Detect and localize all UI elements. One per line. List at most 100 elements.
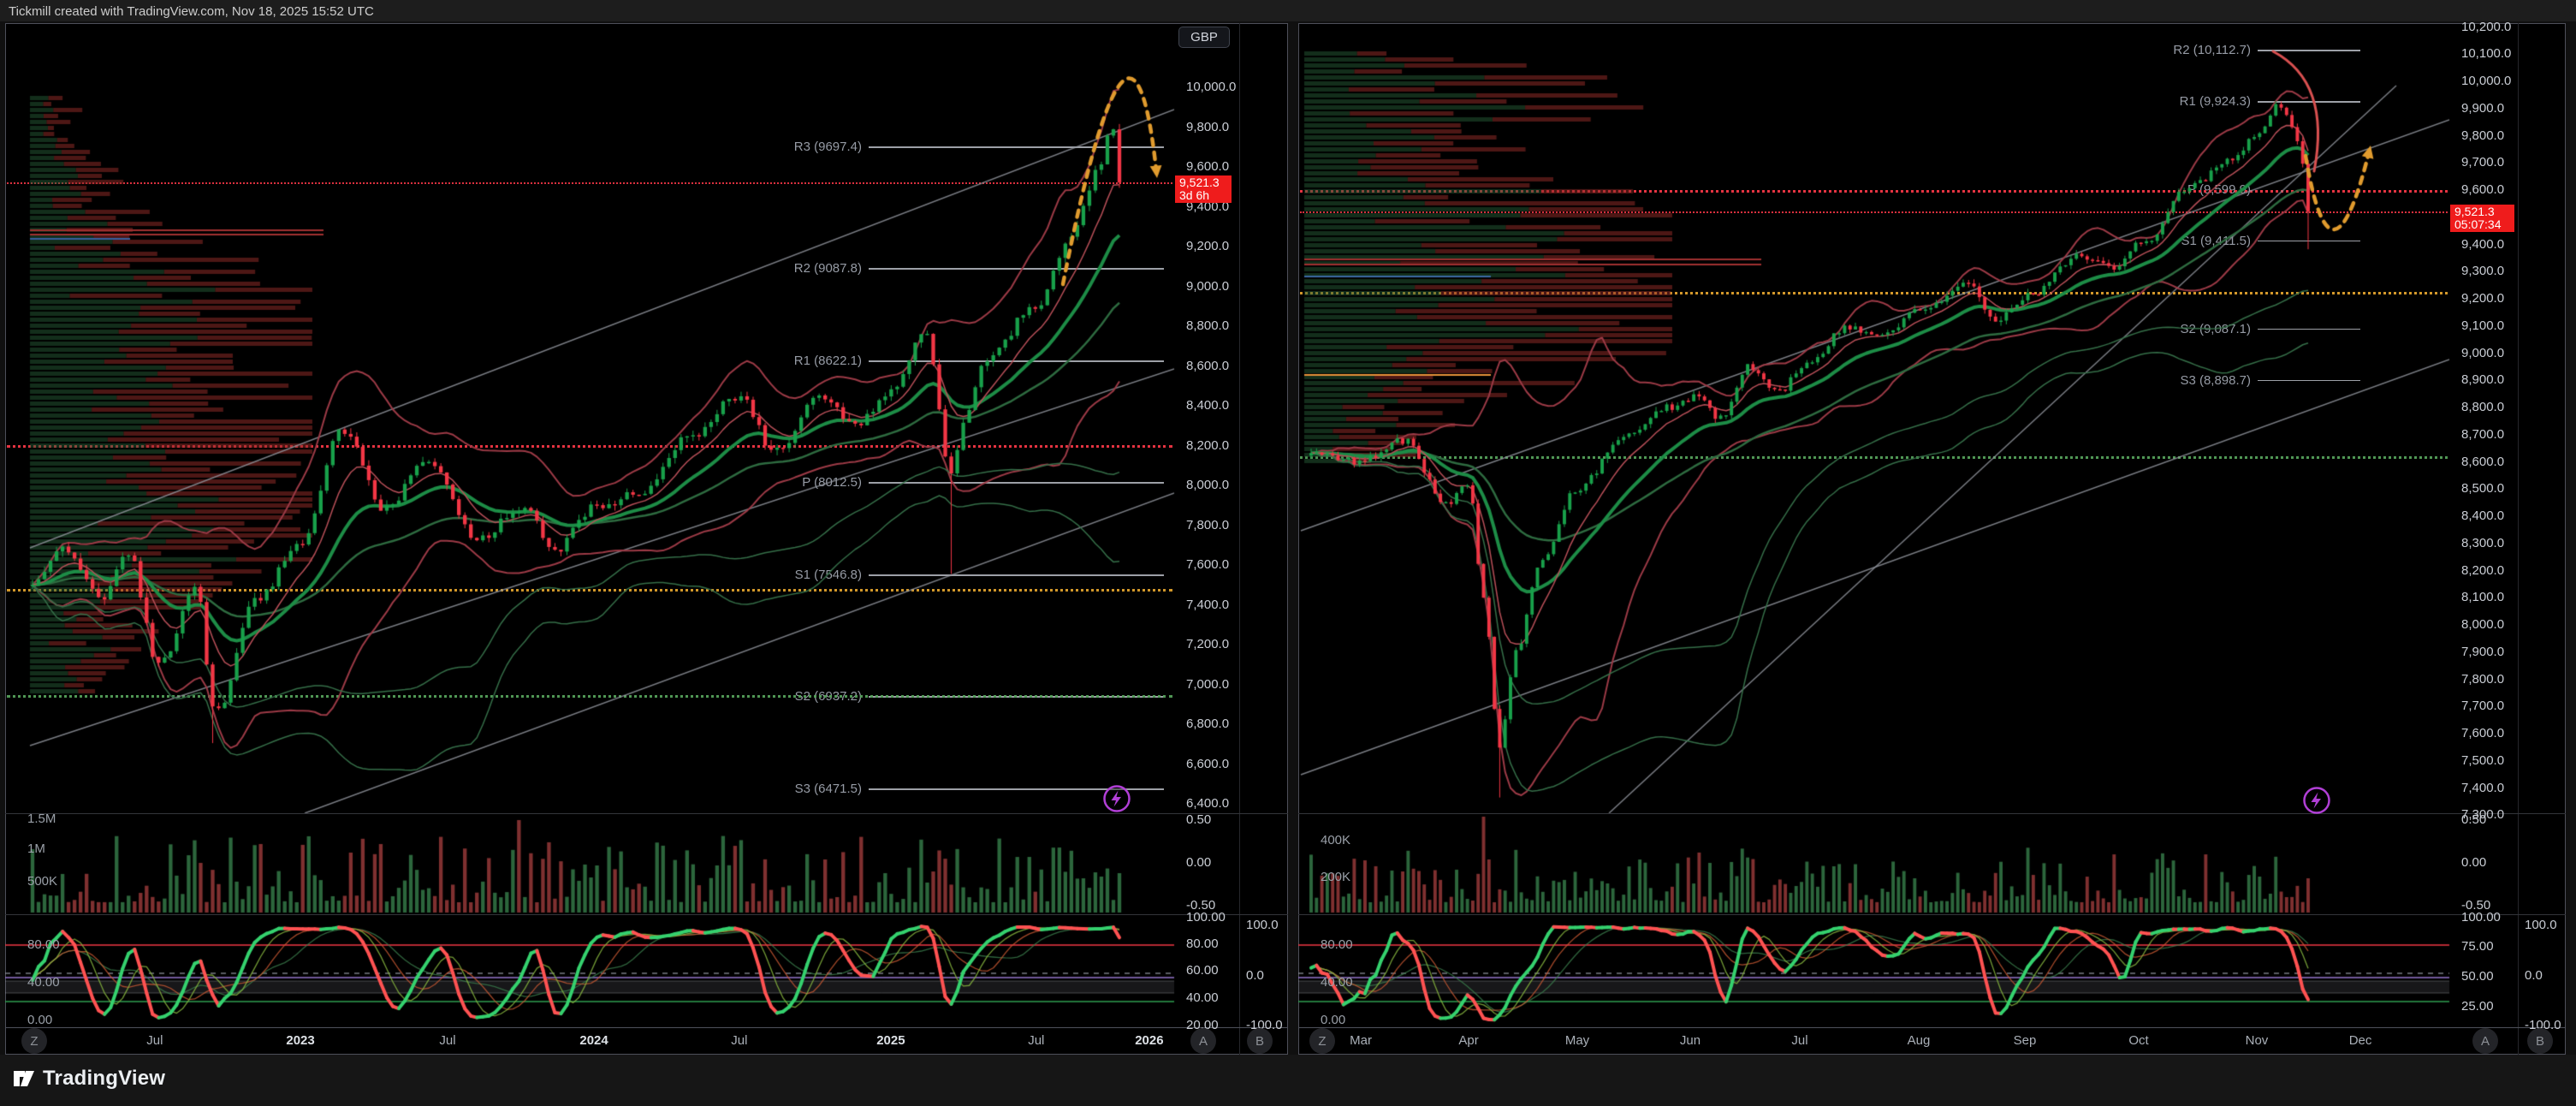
price-tick-label: 7,500.0	[2461, 752, 2505, 768]
price-tick-label: 10,100.0	[2461, 46, 2512, 62]
price-tick-label: 9,800.0	[2461, 128, 2505, 143]
time-axis-month-label[interactable]: Aug	[1907, 1033, 1931, 1048]
price-tick-label: 9,600.0	[1186, 159, 1230, 174]
price-tick-label: 7,200.0	[1186, 637, 1230, 651]
oscillator-scale-label: 0.00	[1321, 1013, 1346, 1027]
pane-separator	[1298, 1027, 2566, 1028]
time-axis-month-label[interactable]: Jul	[1028, 1033, 1045, 1048]
price-tick-label: 7,800.0	[2461, 671, 2505, 687]
oscillator-axis-label: 60.00	[1186, 963, 1219, 978]
oscillator-scale-label: 40.00	[27, 975, 60, 990]
oscillator-axis-label: 25.00	[2461, 999, 2494, 1014]
time-axis-month-label[interactable]: Mar	[1350, 1033, 1372, 1048]
price-tick-label: 8,300.0	[2461, 535, 2505, 550]
lightning-marker-icon[interactable]	[2301, 785, 2332, 816]
price-tick-label: 8,500.0	[2461, 481, 2505, 497]
oscillator-outer-axis-label: 100.0	[2525, 918, 2557, 932]
volume-axis-label: -0.50	[2461, 898, 2491, 913]
candle-countdown: 05:07:34	[2454, 217, 2502, 231]
axis-a-button[interactable]: A	[2472, 1028, 2498, 1054]
price-tick-label: 7,900.0	[2461, 644, 2505, 659]
current-price-value: 9,521.3	[2454, 204, 2495, 218]
price-tick-label: 9,700.0	[2461, 155, 2505, 170]
volume-axis-label: -0.50	[1186, 898, 1216, 913]
lightning-marker-icon[interactable]	[1101, 783, 1132, 814]
time-axis-year-label[interactable]: 2024	[579, 1033, 608, 1048]
oscillator-axis-label: 100.00	[1186, 910, 1226, 925]
price-tick-label: 8,700.0	[2461, 426, 2505, 442]
axis-b-button[interactable]: B	[2527, 1028, 2553, 1054]
oscillator-axis-label: 40.00	[1186, 990, 1219, 1005]
price-tick-label: 7,700.0	[2461, 699, 2505, 714]
volume-scale-label: 500K	[27, 874, 58, 889]
pane-separator	[1298, 813, 2566, 814]
price-tick-label: 9,600.0	[2461, 182, 2505, 197]
title-bar: Tickmill created with TradingView.com, N…	[0, 0, 2576, 21]
current-price-label: 9,521.3 3d 6h	[1175, 175, 1232, 204]
time-axis-month-label[interactable]: Jul	[146, 1033, 163, 1048]
timezone-button[interactable]: Z	[21, 1028, 47, 1054]
tradingview-logo-icon	[14, 1071, 34, 1086]
volume-scale-label: 1M	[27, 841, 45, 856]
axis-a-button[interactable]: A	[1190, 1028, 1216, 1054]
time-axis-month-label[interactable]: Jun	[1679, 1033, 1701, 1048]
time-axis-month-label[interactable]: Apr	[1458, 1033, 1479, 1048]
timezone-button[interactable]: Z	[1309, 1028, 1335, 1054]
pane-separator	[5, 1027, 1288, 1028]
weekly-chart-canvas[interactable]	[5, 23, 1288, 1055]
time-axis-year-label[interactable]: 2025	[876, 1033, 905, 1048]
current-price-value: 9,521.3	[1179, 175, 1220, 190]
daily-chart-canvas[interactable]	[1298, 23, 2566, 1055]
volume-axis-label: 0.00	[1186, 855, 1212, 870]
tradingview-logo[interactable]: TradingView	[12, 1067, 165, 1091]
volume-axis-label: 0.50	[1186, 812, 1212, 827]
time-axis-month-label[interactable]: Nov	[2245, 1033, 2269, 1048]
time-axis-month-label[interactable]: Jul	[439, 1033, 456, 1048]
price-tick-label: 8,000.0	[2461, 617, 2505, 632]
volume-scale-label: 1.5M	[27, 812, 56, 826]
price-tick-label: 9,200.0	[1186, 239, 1230, 253]
time-axis-year-label[interactable]: 2023	[286, 1033, 315, 1048]
price-tick-label: 8,400.0	[1186, 398, 1230, 413]
price-tick-label: 10,000.0	[2461, 74, 2512, 88]
pane-separator	[1298, 914, 2566, 915]
time-axis-month-label[interactable]: Dec	[2348, 1033, 2372, 1048]
price-tick-label: 7,800.0	[1186, 517, 1230, 532]
oscillator-axis-label: 20.00	[1186, 1018, 1219, 1032]
price-tick-label: 8,800.0	[1186, 318, 1230, 333]
price-tick-label: 9,800.0	[1186, 119, 1230, 134]
price-tick-label: 9,300.0	[2461, 264, 2505, 279]
oscillator-axis-label: 75.00	[2461, 939, 2494, 954]
price-tick-label: 9,000.0	[2461, 345, 2505, 360]
price-tick-label: 6,600.0	[1186, 756, 1230, 771]
price-tick-label: 8,200.0	[1186, 437, 1230, 453]
oscillator-outer-axis-label: 100.0	[1246, 918, 1279, 932]
time-axis-year-label[interactable]: 2026	[1135, 1033, 1164, 1048]
volume-axis-label: 0.00	[2461, 855, 2487, 870]
time-axis-month-label[interactable]: Jul	[1791, 1033, 1808, 1048]
price-tick-label: 8,600.0	[1186, 358, 1230, 373]
price-tick-label: 10,200.0	[2461, 19, 2512, 34]
oscillator-scale-label: 0.00	[27, 1013, 53, 1027]
axis-b-button[interactable]: B	[1247, 1028, 1273, 1054]
price-tick-label: 8,400.0	[2461, 508, 2505, 523]
oscillator-axis-label: 100.00	[2461, 910, 2501, 925]
price-tick-label: 7,400.0	[2461, 780, 2505, 795]
oscillator-scale-label: 40.00	[1321, 975, 1353, 990]
oscillator-scale-label: 80.00	[27, 937, 60, 952]
price-tick-label: 9,000.0	[1186, 278, 1230, 294]
pane-separator	[5, 914, 1288, 915]
price-tick-label: 8,800.0	[2461, 400, 2505, 414]
time-axis-month-label[interactable]: May	[1564, 1033, 1590, 1048]
price-tick-label: 7,300.0	[2461, 807, 2505, 823]
time-axis-month-label[interactable]: Jul	[731, 1033, 748, 1048]
volume-scale-label: 200K	[1321, 870, 1351, 884]
price-tick-label: 7,000.0	[1186, 676, 1230, 692]
currency-button-label: GBP	[1190, 30, 1218, 45]
time-axis-month-label[interactable]: Oct	[2128, 1033, 2149, 1048]
currency-button[interactable]: GBP	[1178, 27, 1230, 48]
time-axis-month-label[interactable]: Sep	[2013, 1033, 2037, 1048]
candle-countdown: 3d 6h	[1179, 188, 1210, 203]
price-tick-label: 6,400.0	[1186, 796, 1230, 811]
